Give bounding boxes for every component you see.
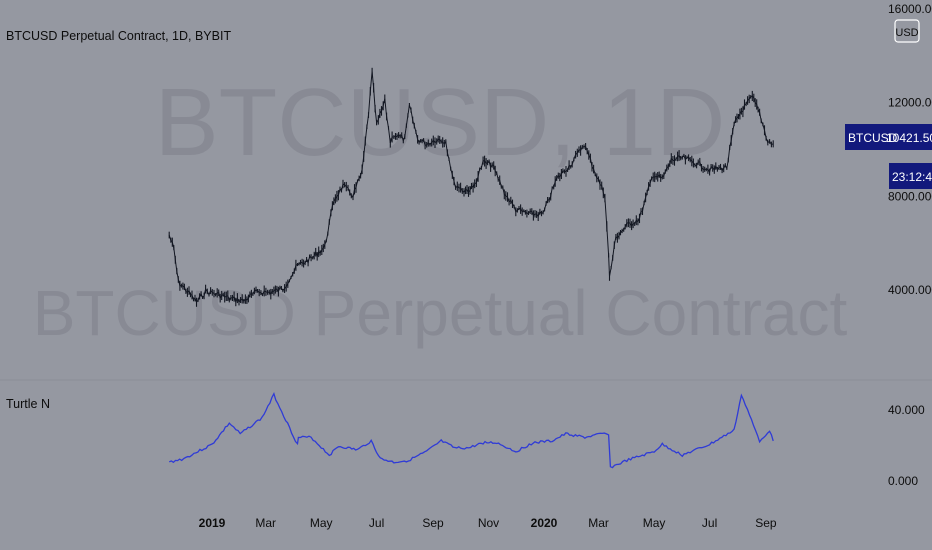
currency-button-label: USD (895, 27, 918, 39)
chart-title[interactable]: BTCUSD Perpetual Contract, 1D, BYBIT (6, 29, 231, 43)
watermark-symbol: BTCUSD, 1D (155, 69, 726, 176)
indicator-label[interactable]: Turtle N (6, 397, 50, 411)
badge-countdown: 23:12:46 (892, 170, 932, 184)
indicator-axis[interactable]: 0.000 40.000 (888, 403, 925, 488)
price-tick-label: 16000.000 (888, 2, 932, 16)
indicator-tick-label: 0.000 (888, 474, 918, 488)
last-price-badge: BTCUSD 10421.500 23:12:46 (845, 124, 932, 189)
time-tick-label: Jul (369, 516, 384, 530)
time-tick-label: Sep (755, 516, 777, 530)
time-tick-label: Mar (255, 516, 276, 530)
time-tick-label: Nov (478, 516, 499, 530)
price-line (168, 71, 774, 304)
price-tick-label: 12000.000 (888, 96, 932, 110)
turtle-n-line (168, 391, 774, 469)
watermark-description: BTCUSD Perpetual Contract (33, 277, 848, 349)
price-tick-label: 4000.000 (888, 283, 932, 297)
badge-symbol: BTCUSD (848, 131, 898, 145)
time-tick-label: May (310, 516, 333, 530)
badge-value: 10421.500 (886, 131, 932, 145)
time-axis[interactable]: 2019 Mar May Jul Sep Nov 2020 Mar May Jul Sep (199, 516, 777, 530)
time-tick-label: 2019 (199, 516, 226, 530)
price-series (168, 67, 774, 307)
price-tick-label: 8000.000 (888, 189, 932, 203)
time-tick-label: Jul (702, 516, 717, 530)
time-tick-label: Sep (422, 516, 444, 530)
price-axis[interactable]: 4000.000 8000.000 12000.000 16000.000 (888, 2, 932, 297)
currency-button[interactable]: USD (894, 19, 920, 43)
time-tick-label: May (643, 516, 666, 530)
turtle-n-series (168, 391, 774, 469)
time-tick-label: 2020 (531, 516, 558, 530)
indicator-tick-label: 40.000 (888, 403, 925, 417)
time-tick-label: Mar (588, 516, 609, 530)
